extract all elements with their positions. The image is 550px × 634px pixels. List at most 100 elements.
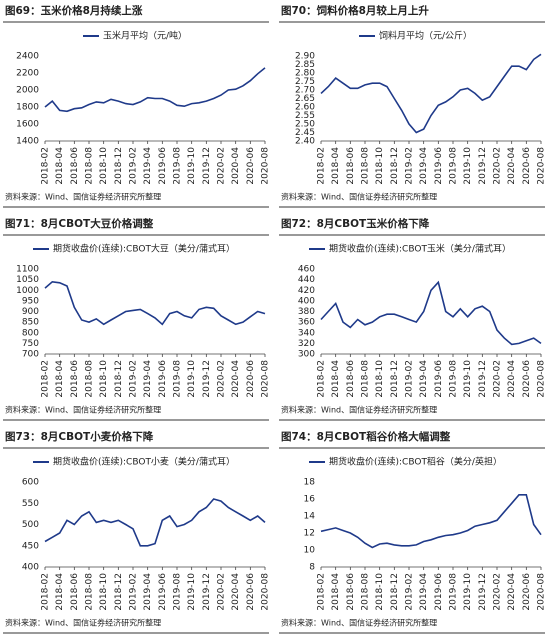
- x-tick-label: 2018-08: [361, 573, 371, 611]
- x-tick-label: 2019-08: [449, 360, 459, 398]
- y-tick-label: 500: [22, 520, 39, 530]
- x-tick-label: 2019-02: [405, 573, 415, 611]
- x-tick-label: 2018-02: [317, 360, 327, 398]
- legend-label: 期货收盘价(连续):CBOT小麦（美分/蒲式耳）: [53, 456, 235, 468]
- y-tick-label: 360: [298, 318, 315, 328]
- source-note: 资料来源：Wind、国信证券经济研究所整理: [281, 405, 437, 415]
- x-tick-label: 2019-10: [187, 573, 197, 611]
- x-tick-label: 2019-06: [434, 147, 444, 185]
- y-tick-label: 16: [304, 495, 316, 505]
- legend-label: 玉米月平均（元/吨）: [103, 30, 187, 42]
- x-tick-label: 2018-06: [346, 573, 356, 611]
- x-tick-label: 2020-08: [537, 147, 547, 185]
- x-tick-label: 2018-08: [85, 573, 95, 611]
- x-tick-label: 2018-06: [346, 360, 356, 398]
- x-tick-label: 2020-08: [261, 573, 271, 611]
- source-note: 资料来源：Wind、国信证券经济研究所整理: [5, 618, 161, 628]
- x-tick-label: 2020-08: [537, 360, 547, 398]
- x-tick-label: 2019-10: [463, 360, 473, 398]
- chart-title: 图73：8月CBOT小麦价格下降: [5, 430, 154, 443]
- y-tick-label: 8: [309, 563, 315, 573]
- y-tick-label: 550: [22, 499, 39, 509]
- chart-title: 图71：8月CBOT大豆价格调整: [5, 217, 154, 230]
- x-tick-label: 2018-10: [99, 147, 109, 185]
- y-tick-label: 2.60: [295, 103, 315, 113]
- legend-label: 饲料月平均（元/公斤）: [379, 30, 472, 42]
- x-tick-label: 2020-08: [537, 573, 547, 611]
- x-tick-label: 2020-04: [231, 147, 241, 185]
- y-tick-label: 420: [298, 286, 315, 296]
- x-tick-label: 2020-02: [217, 360, 227, 398]
- x-tick-label: 2018-08: [361, 360, 371, 398]
- x-tick-label: 2020-06: [246, 147, 256, 185]
- x-tick-label: 2018-02: [41, 147, 51, 185]
- x-tick-label: 2018-12: [390, 147, 400, 185]
- x-tick-label: 2020-06: [246, 573, 256, 611]
- x-tick-label: 2019-12: [202, 147, 212, 185]
- y-tick-label: 1800: [16, 103, 39, 113]
- y-tick-label: 1100: [16, 265, 39, 275]
- x-tick-label: 2020-04: [507, 360, 517, 398]
- series-line: [320, 494, 542, 549]
- y-tick-label: 2.70: [295, 86, 315, 96]
- y-tick-label: 2.75: [295, 77, 315, 87]
- y-tick-label: 2.50: [295, 120, 315, 130]
- series-line: [320, 280, 542, 346]
- x-tick-label: 2018-04: [331, 360, 341, 398]
- x-tick-label: 2020-06: [522, 360, 532, 398]
- x-tick-label: 2019-08: [173, 360, 183, 398]
- x-tick-label: 2020-06: [522, 573, 532, 611]
- x-tick-label: 2018-10: [375, 147, 385, 185]
- y-tick-label: 1050: [16, 275, 39, 285]
- y-tick-label: 18: [304, 478, 316, 488]
- x-tick-label: 2019-10: [463, 147, 473, 185]
- x-tick-label: 2018-12: [390, 573, 400, 611]
- x-tick-label: 2020-02: [217, 573, 227, 611]
- x-tick-label: 2018-04: [55, 573, 65, 611]
- x-tick-label: 2020-06: [246, 360, 256, 398]
- chart-title: 图74：8月CBOT稻谷价格大幅调整: [281, 430, 451, 443]
- x-tick-label: 2018-02: [317, 147, 327, 185]
- y-tick-label: 1400: [16, 137, 39, 147]
- y-tick-label: 400: [298, 296, 315, 306]
- x-tick-label: 2020-06: [522, 147, 532, 185]
- y-tick-label: 2.65: [295, 94, 315, 104]
- y-tick-label: 340: [298, 328, 315, 338]
- y-tick-label: 2.90: [295, 52, 315, 62]
- legend-label: 期货收盘价(连续):CBOT玉米（美分/蒲式耳）: [329, 243, 511, 255]
- x-tick-label: 2019-08: [173, 147, 183, 185]
- y-tick-label: 320: [298, 339, 315, 349]
- x-tick-label: 2018-12: [114, 360, 124, 398]
- x-tick-label: 2020-04: [507, 573, 517, 611]
- y-tick-label: 2.45: [295, 128, 315, 138]
- x-tick-label: 2018-04: [331, 573, 341, 611]
- x-tick-label: 2018-10: [99, 360, 109, 398]
- y-tick-label: 2400: [16, 52, 39, 62]
- x-tick-label: 2019-12: [478, 573, 488, 611]
- series-line: [44, 280, 266, 326]
- y-tick-label: 460: [298, 265, 315, 275]
- x-tick-label: 2018-02: [41, 573, 51, 611]
- x-tick-label: 2019-06: [434, 360, 444, 398]
- y-tick-label: 2000: [16, 86, 39, 96]
- x-tick-label: 2018-06: [70, 147, 80, 185]
- x-tick-label: 2019-04: [419, 360, 429, 398]
- x-tick-label: 2018-06: [346, 147, 356, 185]
- x-tick-label: 2020-02: [217, 147, 227, 185]
- x-tick-label: 2020-04: [231, 573, 241, 611]
- x-tick-label: 2019-08: [449, 573, 459, 611]
- x-tick-label: 2019-08: [173, 573, 183, 611]
- x-tick-label: 2019-04: [143, 573, 153, 611]
- y-tick-label: 850: [22, 318, 39, 328]
- x-tick-label: 2018-12: [390, 360, 400, 398]
- x-tick-label: 2018-04: [331, 147, 341, 185]
- x-tick-label: 2019-12: [478, 360, 488, 398]
- series-line: [44, 67, 266, 113]
- x-tick-label: 2020-04: [507, 147, 517, 185]
- x-tick-label: 2018-10: [375, 573, 385, 611]
- y-tick-label: 700: [22, 350, 39, 360]
- y-tick-label: 600: [22, 478, 39, 488]
- chart-title: 图70：饲料价格8月较上月上升: [281, 4, 429, 17]
- x-tick-label: 2018-10: [99, 573, 109, 611]
